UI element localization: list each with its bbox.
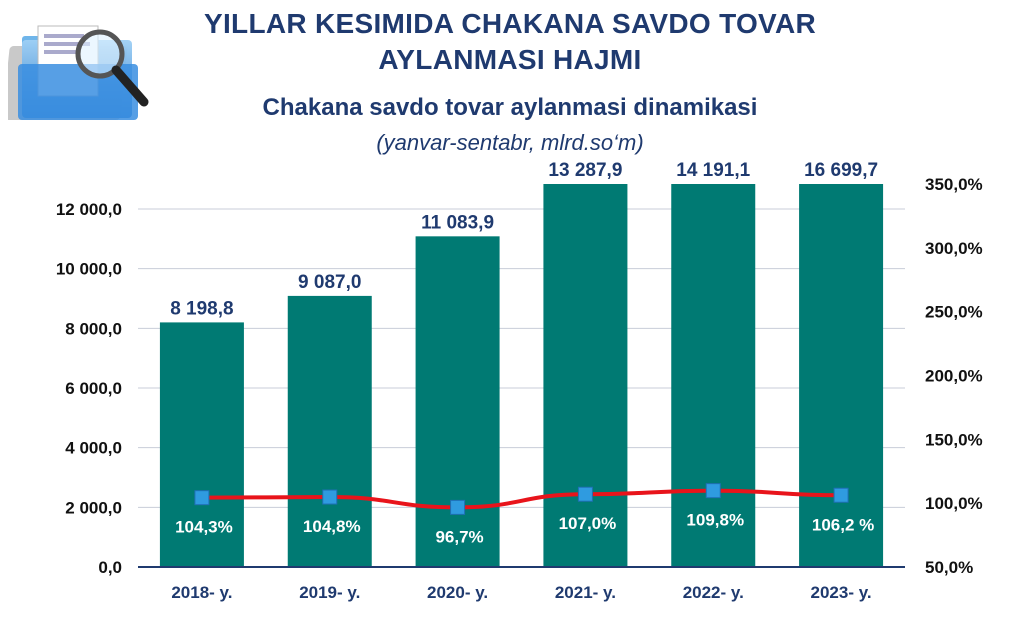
- y-left-tick-label: 2 000,0: [65, 498, 122, 517]
- x-tick-label: 2021- y.: [555, 583, 616, 602]
- y-right-tick-label: 150,0%: [925, 430, 983, 449]
- bar-value-label: 13 287,9: [548, 160, 622, 181]
- bar: [543, 184, 628, 567]
- y-left-tick-label: 8 000,0: [65, 319, 122, 338]
- bar-value-label: 8 198,8: [170, 298, 233, 319]
- y-right-tick-label: 300,0%: [925, 239, 983, 258]
- x-tick-label: 2023- y.: [811, 583, 872, 602]
- growth-rate-label: 104,3%: [175, 518, 233, 537]
- growth-rate-label: 106,2 %: [812, 515, 874, 534]
- bar-value-label: 11 083,9: [421, 212, 494, 233]
- y-left-tick-label: 0,0: [98, 558, 122, 577]
- x-tick-label: 2018- y.: [171, 583, 232, 602]
- bar-value-label: 16 699,7: [804, 160, 878, 181]
- bar: [159, 322, 244, 567]
- growth-rate-point: [322, 489, 338, 505]
- y-right-tick-label: 50,0%: [925, 558, 973, 577]
- title-line-1: YILLAR KESIMIDA CHAKANA SAVDO TOVAR: [204, 8, 816, 39]
- bar-value-label: 9 087,0: [298, 272, 361, 293]
- chart-subtitle: Chakana savdo tovar aylanmasi dinamikasi: [262, 94, 758, 121]
- y-right-tick-label: 200,0%: [925, 367, 983, 386]
- y-left-tick-label: 10 000,0: [56, 260, 122, 279]
- bar: [287, 295, 372, 567]
- x-tick-label: 2022- y.: [683, 583, 744, 602]
- growth-rate-label: 96,7%: [435, 527, 483, 546]
- chart-period-units: (yanvar-sentabr, mlrd.so‘m): [376, 130, 644, 155]
- growth-rate-label: 107,0%: [559, 514, 617, 533]
- bar: [671, 184, 756, 567]
- y-right-tick-label: 350,0%: [925, 175, 983, 194]
- growth-rate-line: [201, 488, 842, 510]
- page-title: YILLAR KESIMIDA CHAKANA SAVDO TOVAR AYLA…: [150, 6, 870, 78]
- title-line-2: AYLANMASI HAJMI: [378, 44, 642, 75]
- y-right-tick-label: 100,0%: [925, 494, 983, 513]
- x-tick-label: 2020- y.: [427, 583, 488, 602]
- bar: [799, 184, 884, 567]
- folder-magnifier-icon: [8, 25, 149, 120]
- x-tick-label: 2019- y.: [299, 583, 360, 602]
- growth-rate-point: [833, 487, 849, 503]
- growth-rate-point: [450, 499, 466, 515]
- growth-rate-point: [194, 490, 210, 506]
- bar: [415, 236, 500, 567]
- bar-value-label: 14 191,1: [676, 160, 750, 181]
- y-right-tick-label: 250,0%: [925, 303, 983, 322]
- growth-rate-label: 104,8%: [303, 517, 361, 536]
- y-left-tick-label: 4 000,0: [65, 439, 122, 458]
- growth-rate-point: [705, 483, 721, 499]
- growth-rate-label: 109,8%: [686, 511, 744, 530]
- y-left-tick-label: 12 000,0: [56, 200, 122, 219]
- growth-rate-point: [577, 486, 593, 502]
- y-left-tick-label: 6 000,0: [65, 379, 122, 398]
